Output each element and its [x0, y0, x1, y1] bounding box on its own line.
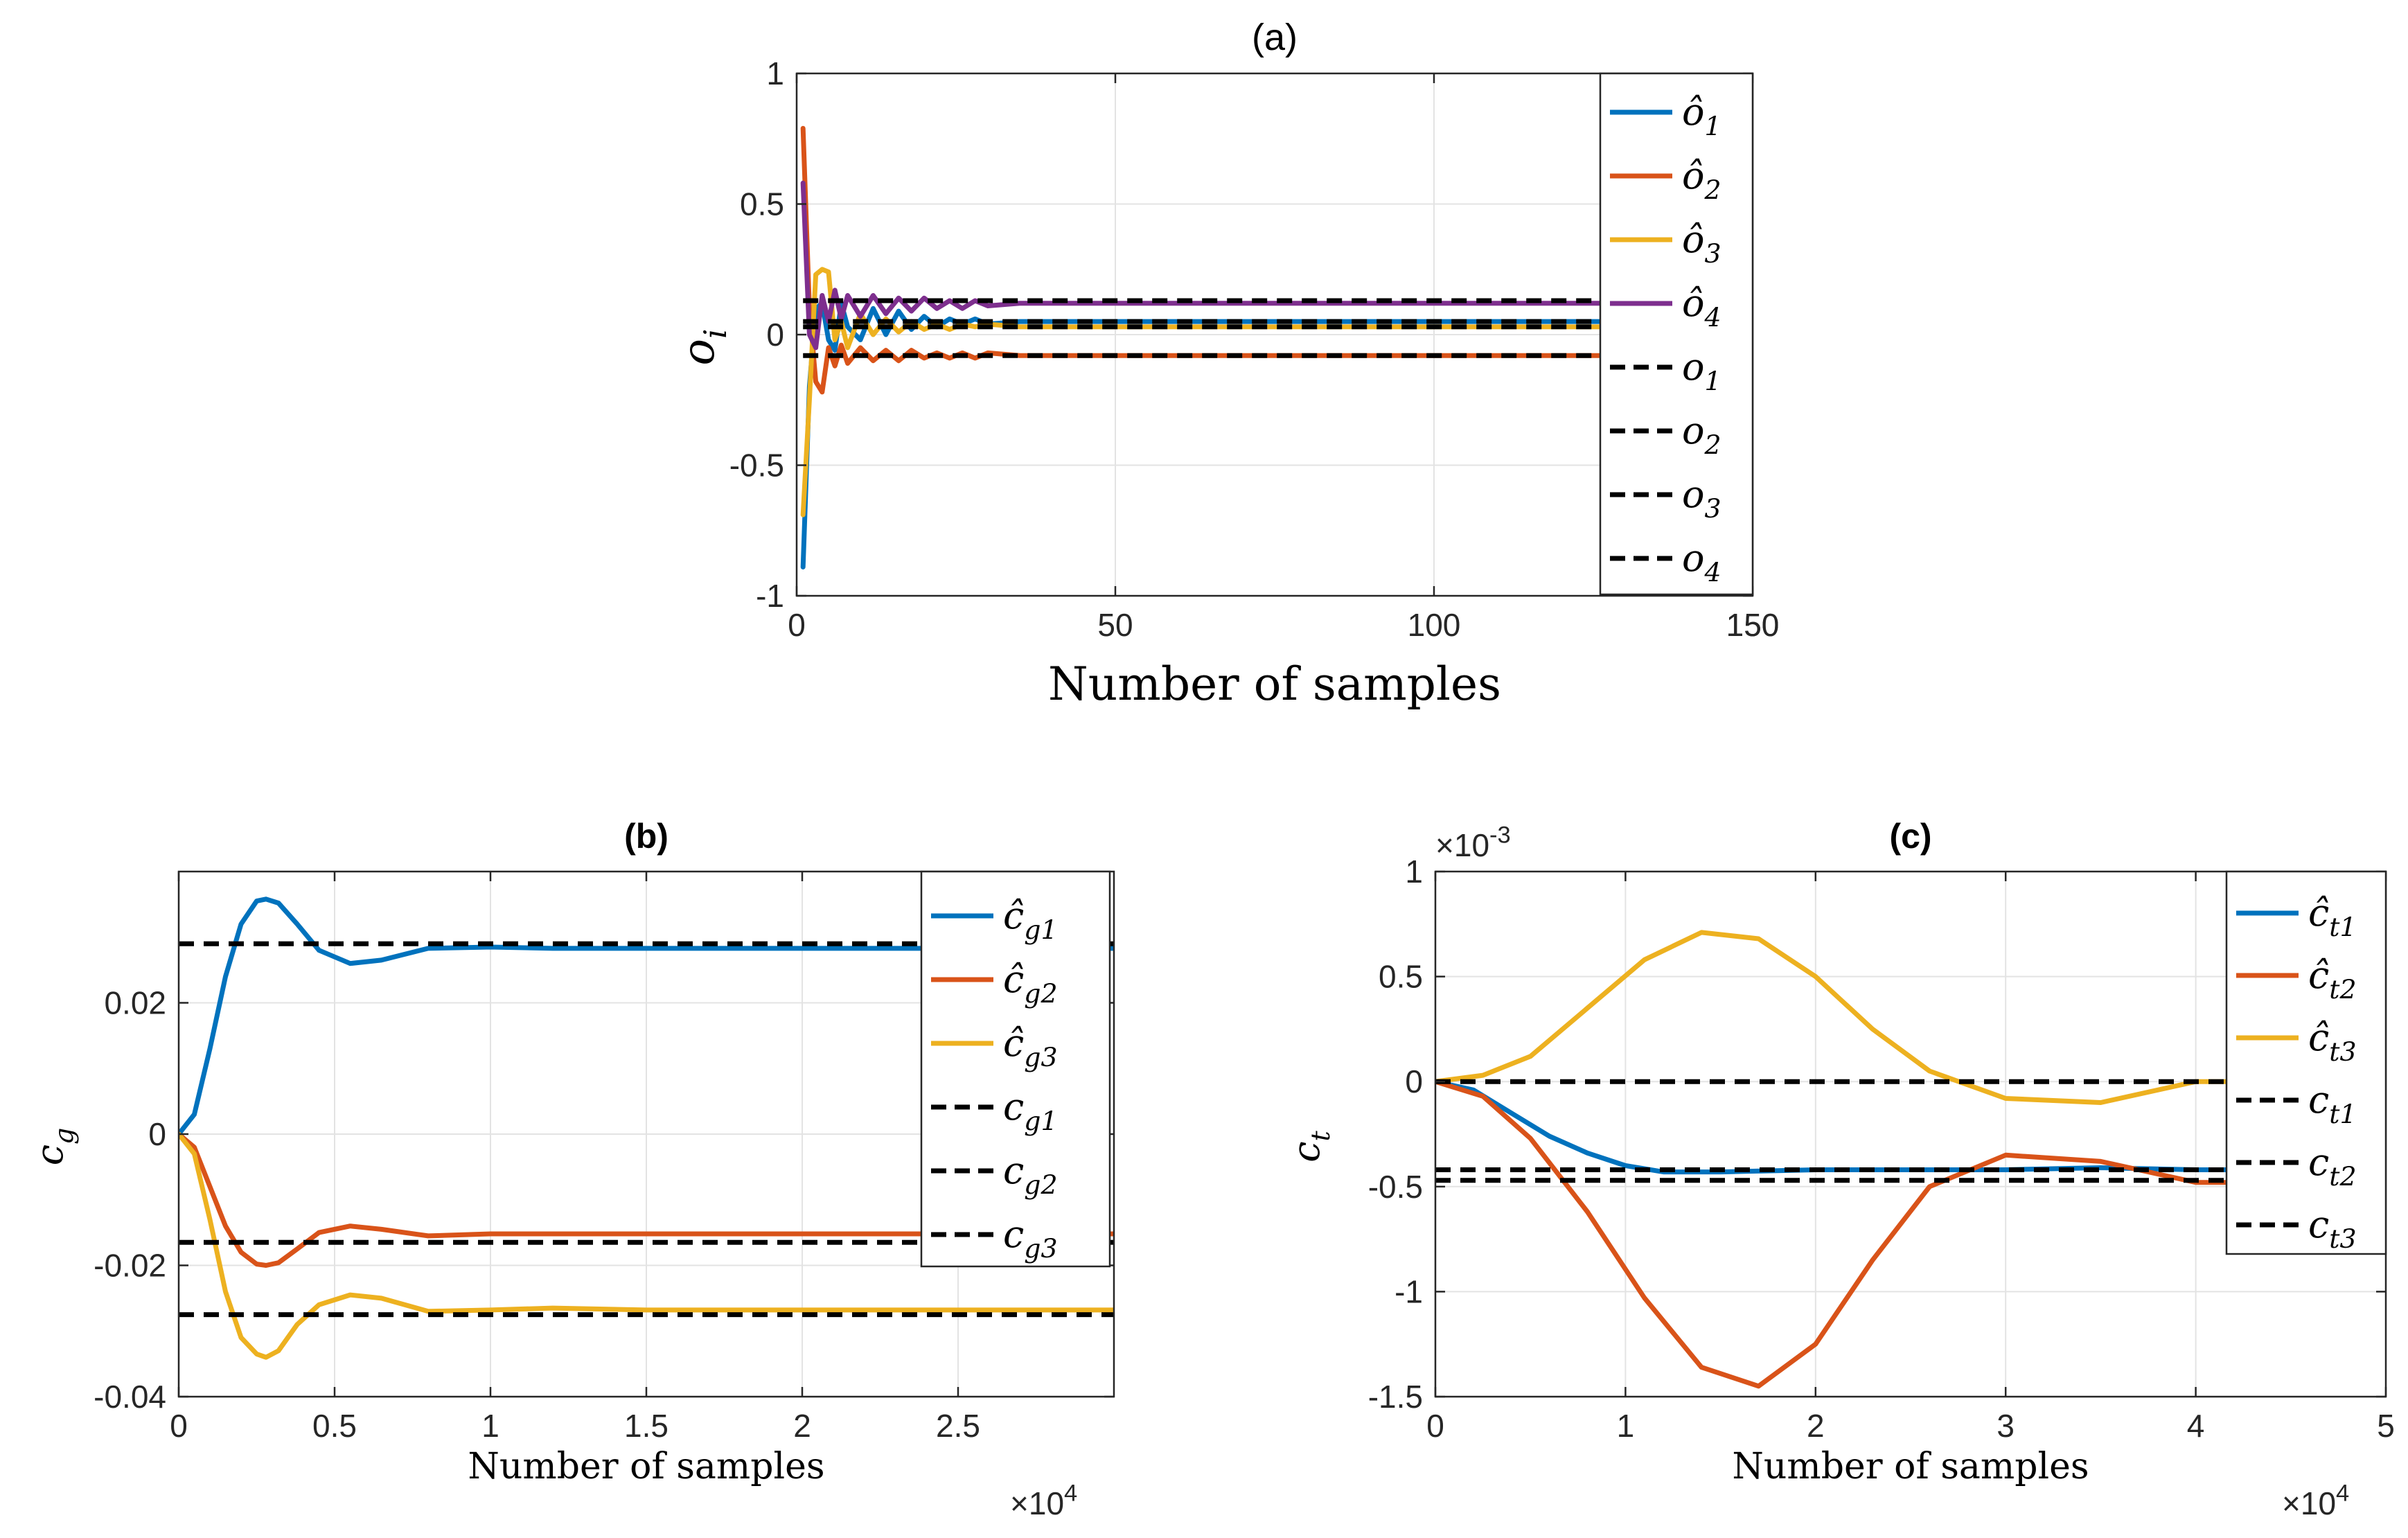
legend-box: [2225, 870, 2387, 1255]
legend-label-cg1: cg1: [1003, 1085, 1058, 1136]
xtick-label-4: 2: [793, 1408, 811, 1444]
chart-c: 0 1 2 3 4 5 -1.5 -1 -0.5 0 0.5 1 (c) Number of sample…: [1284, 817, 2395, 1521]
legend-label-ĉt2: ĉt2: [2308, 953, 2357, 1005]
legend-label-o2: o2: [1682, 409, 1721, 460]
x-axis-label: Number of samples: [1732, 1446, 2089, 1487]
xtick-label-5: 5: [2377, 1408, 2395, 1444]
ytick-label-2: 0: [148, 1116, 166, 1152]
legend-label-ĉg2: ĉg2: [1003, 957, 1058, 1009]
ytick-label-3: 0: [1405, 1063, 1423, 1099]
y-axis-label: ct: [1284, 1130, 1336, 1162]
series-ĉg2: [179, 1131, 1114, 1268]
legend-label-ô1: ô1: [1682, 90, 1721, 141]
xtick-label-1: 1: [1617, 1408, 1635, 1444]
legend-box: [920, 870, 1111, 1268]
y-axis-label: cg: [28, 1128, 79, 1165]
chart-b: 0 0.5 1 1.5 2 2.5 -0.04 -0.02 0 0.02 (b) Number of …: [28, 817, 1115, 1521]
legend-label-ct2: ct2: [2308, 1140, 2357, 1192]
ytick-label-0: -1: [756, 578, 784, 614]
legend-label-ct3: ct3: [2308, 1203, 2357, 1254]
xtick-label-2: 1: [481, 1408, 499, 1444]
chart-title: (c): [1889, 817, 1931, 856]
ytick-label-4: 0.5: [1379, 959, 1423, 995]
ytick-label-2: 0: [766, 317, 784, 353]
legend: ĉt1 ĉt2 ĉt3 ct1 ct2 ct3: [2225, 870, 2387, 1255]
series-group: [1435, 930, 2386, 1389]
series-ô4: [800, 180, 1602, 351]
series-ĉt3: [1435, 930, 2386, 1105]
y-exponent: ×10-3: [1435, 822, 1511, 863]
chart-title: (a): [1252, 17, 1298, 58]
series-ĉt2: [1435, 1079, 2386, 1389]
legend-label-ô3: ô3: [1682, 218, 1721, 269]
xtick-label-3: 150: [1726, 607, 1780, 643]
ytick-label-4: 1: [766, 55, 784, 91]
series-ĉg3: [179, 1131, 1114, 1360]
ytick-label-1: -0.5: [729, 448, 784, 484]
legend: ô1 ô2 ô3 ô4 o1 o2 o3 o4: [1599, 72, 1754, 596]
y-axis-label: oi: [673, 329, 734, 366]
legend-label-cg2: cg2: [1003, 1149, 1058, 1200]
legend-label-ô2: ô2: [1682, 154, 1721, 205]
legend: ĉg1 ĉg2 ĉg3 cg1 cg2 cg3: [920, 870, 1111, 1268]
ytick-label-1: -1: [1395, 1273, 1423, 1309]
legend-box: [1599, 72, 1754, 596]
xtick-label-3: 150: [1726, 607, 1780, 643]
series-ĉg1: [179, 896, 1114, 1137]
xtick-label-0: 0: [1426, 1408, 1444, 1444]
legend-label-o1: o1: [1682, 345, 1721, 396]
xtick-label-1: 0.5: [312, 1408, 357, 1444]
ytick-label-0: -0.04: [94, 1379, 166, 1415]
legend-label-ct1: ct1: [2308, 1078, 2357, 1129]
xtick-label-0: 0: [170, 1408, 188, 1444]
series-group: [800, 125, 1602, 569]
legend-label-ô4: ô4: [1682, 281, 1721, 333]
ytick-label-5: 1: [1405, 854, 1423, 890]
legend-label-ĉt1: ĉt1: [2308, 891, 2357, 942]
xtick-label-2: 100: [1408, 607, 1461, 643]
xtick-label-4: 4: [2187, 1408, 2205, 1444]
xtick-label-3: 1.5: [624, 1408, 669, 1444]
ytick-label-1: -0.02: [94, 1248, 166, 1284]
x-axis-label: Number of samples: [468, 1446, 824, 1487]
legend-label-ĉg3: ĉg3: [1003, 1021, 1058, 1072]
x-exponent: ×104: [1010, 1480, 1077, 1521]
xtick-label-1: 50: [1097, 607, 1133, 643]
ytick-label-0: -1.5: [1368, 1379, 1423, 1415]
xtick-label-3: 3: [1997, 1408, 2015, 1444]
legend-label-ĉt3: ĉt3: [2308, 1016, 2357, 1067]
x-exponent: ×104: [2282, 1480, 2349, 1521]
x-axis-label: Number of samples: [1048, 657, 1501, 711]
ytick-label-3: 0.5: [740, 186, 784, 222]
chart-title: (b): [624, 817, 669, 856]
ytick-label-3: 0.02: [104, 985, 166, 1021]
legend-label-cg3: cg3: [1003, 1212, 1058, 1264]
legend-label-o4: o4: [1682, 536, 1721, 587]
xtick-label-2: 2: [1807, 1408, 1825, 1444]
legend-label-ĉg1: ĉg1: [1003, 894, 1058, 945]
legend-label-o3: o3: [1682, 472, 1721, 524]
xtick-label-5: 2.5: [936, 1408, 980, 1444]
ytick-label-2: -0.5: [1368, 1169, 1423, 1205]
xtick-label-0: 0: [788, 607, 806, 643]
